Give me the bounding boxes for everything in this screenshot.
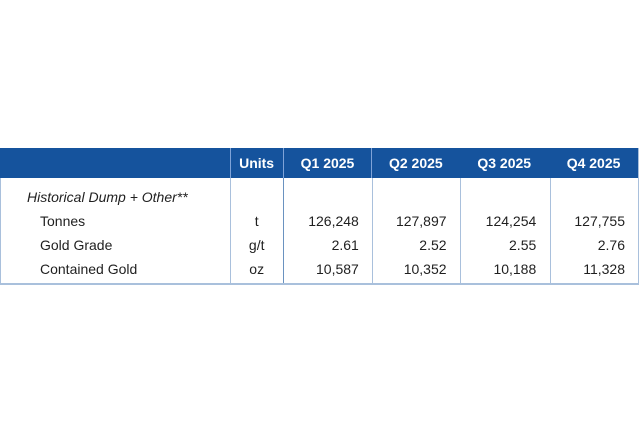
quarterly-production-table: Units Q1 2025 Q2 2025 Q3 2025 Q4 2025 Hi… <box>0 148 639 285</box>
table-row-contained-gold: Contained Gold oz 10,587 10,352 10,188 1… <box>1 257 638 281</box>
section-header-row: Historical Dump + Other** <box>1 185 638 209</box>
gold-grade-q3-value: 2.55 <box>509 237 537 253</box>
tonnes-q1-value: 126,248 <box>308 213 359 229</box>
gold-grade-q4-value: 2.76 <box>597 237 625 253</box>
header-q2-2025: Q2 2025 <box>371 148 459 178</box>
gold-grade-label: Gold Grade <box>40 237 113 253</box>
gold-grade-unit: g/t <box>248 237 265 253</box>
header-units: Units <box>229 148 283 178</box>
contained-gold-q3-value: 10,188 <box>493 261 537 277</box>
table-row-tonnes: Tonnes t 126,248 127,897 124,254 127,755 <box>1 209 638 233</box>
contained-gold-q1-value: 10,587 <box>316 261 359 277</box>
tonnes-q4-value: 127,755 <box>574 213 625 229</box>
section-label: Historical Dump + Other** <box>27 189 188 205</box>
grid-line-after-labels <box>230 178 231 283</box>
tonnes-unit: t <box>254 213 259 229</box>
contained-gold-label: Contained Gold <box>40 261 138 277</box>
header-q3-2025: Q3 2025 <box>477 155 532 171</box>
tonnes-q2-value: 127,897 <box>395 213 447 229</box>
header-q1-2025: Q1 2025 <box>282 148 372 178</box>
gold-grade-q2-value: 2.52 <box>419 237 447 253</box>
table-row-gold-grade: Gold Grade g/t 2.61 2.52 2.55 2.76 <box>1 233 638 257</box>
contained-gold-unit: oz <box>249 261 265 277</box>
contained-gold-q2-value: 10,352 <box>403 261 447 277</box>
section-units-empty <box>230 185 283 209</box>
gold-grade-q1-value: 2.61 <box>331 237 359 253</box>
section-q4-empty <box>549 185 638 209</box>
grid-line-after-q3 <box>550 178 551 283</box>
header-rowlabel-spacer <box>0 148 230 178</box>
section-q3-empty <box>460 185 550 209</box>
contained-gold-q4-value: 11,328 <box>583 261 625 277</box>
grid-line-after-q1 <box>372 178 373 283</box>
header-q4-2025: Q4 2025 <box>566 155 621 171</box>
table-header-row: Units Q1 2025 Q2 2025 Q3 2025 Q4 2025 <box>0 148 639 178</box>
section-q2-empty <box>372 185 460 209</box>
grid-line-after-units <box>283 178 284 283</box>
tonnes-label: Tonnes <box>40 213 86 229</box>
table-body: Historical Dump + Other** Tonnes t 126,2… <box>0 178 639 285</box>
grid-line-after-q2 <box>460 178 461 283</box>
section-q1-empty <box>283 185 372 209</box>
tonnes-q3-value: 124,254 <box>485 213 537 229</box>
